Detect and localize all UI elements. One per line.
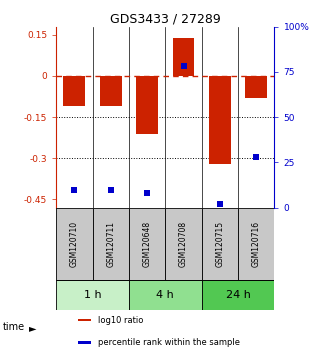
Bar [129,280,202,310]
Bar [209,76,231,164]
Bar [78,341,91,344]
Text: GSM120711: GSM120711 [106,221,115,267]
Bar [78,319,91,321]
Bar [202,280,274,310]
Bar [136,76,158,133]
Bar [100,76,122,106]
Text: 24 h: 24 h [226,290,250,300]
Text: 1 h: 1 h [84,290,101,300]
Text: percentile rank within the sample: percentile rank within the sample [98,338,240,347]
Text: GSM120716: GSM120716 [252,221,261,267]
Text: 4 h: 4 h [156,290,174,300]
Text: GSM120708: GSM120708 [179,221,188,267]
Bar [202,207,238,280]
Bar [129,207,165,280]
Title: GDS3433 / 27289: GDS3433 / 27289 [110,12,221,25]
Text: GSM120710: GSM120710 [70,221,79,267]
Bar [92,207,129,280]
Text: time: time [3,322,25,332]
Bar [56,207,92,280]
Text: GSM120715: GSM120715 [215,221,224,267]
Bar [64,76,85,106]
Bar [165,207,202,280]
Bar [238,207,274,280]
Text: ►: ► [29,323,36,333]
Text: GSM120648: GSM120648 [143,221,152,267]
Bar [56,280,129,310]
Bar [173,38,195,76]
Text: log10 ratio: log10 ratio [98,316,143,325]
Bar [245,76,267,98]
